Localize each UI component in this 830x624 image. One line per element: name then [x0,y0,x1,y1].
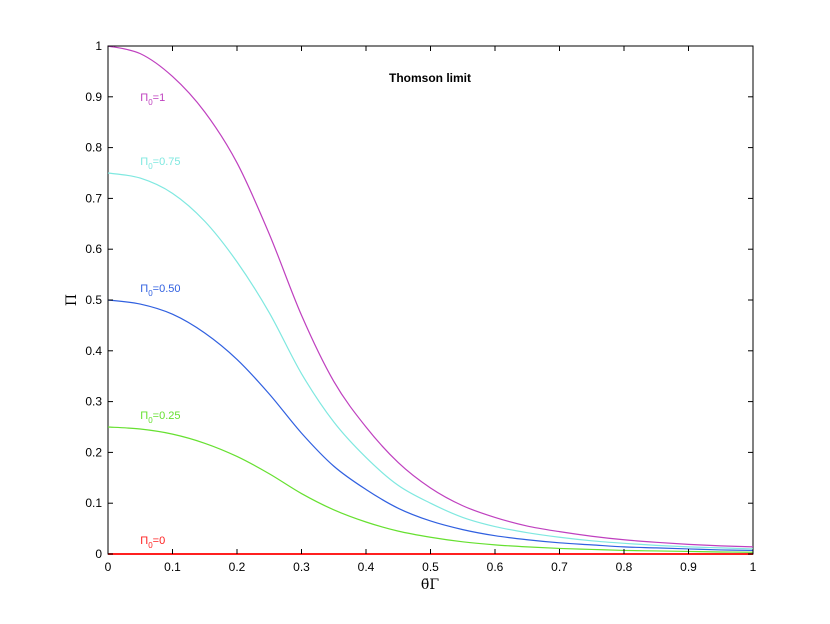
x-tick-label: 0.3 [293,560,310,574]
y-tick-label: 0.4 [85,344,102,358]
ticks-layer: 0 0.1 0.2 0.3 0.4 0.5 0.6 0.7 0.8 0.9 1 0 0.1 0.2 0.3 0… [85,39,756,574]
curve-annotation: Π0=0.25 [140,410,180,425]
y-tick-label: 0.5 [85,293,102,307]
y-tick-label: 0.3 [85,395,102,409]
x-tick-label: 0.4 [358,560,375,574]
y-tick-label: 0.2 [85,445,102,459]
series-line [107,45,754,548]
y-tick-label: 1 [95,39,102,53]
curve-annotation: Π0=0.75 [140,156,180,171]
annotations: Π0=1 Π0=0.75 Π0=0.50 Π0=0.25 Π0=0 [140,92,180,550]
x-tick-label: 0.7 [551,560,568,574]
curve-annotation: Π0=0.50 [140,283,180,298]
y-axis-label: Π [64,294,80,306]
y-tick-label: 0.7 [85,191,102,205]
series-line [107,426,754,553]
y-tick-label: 0.9 [85,90,102,104]
x-axis-label: θ̄Γ [421,577,439,593]
x-tick-label: 0.9 [680,560,697,574]
series-line [107,299,754,552]
y-tick-label: 0.8 [85,141,102,155]
chart-title: Thomson limit [389,71,471,85]
x-tick-label: 0.6 [487,560,504,574]
x-tick-label: 0.2 [229,560,246,574]
curve-annotation: Π0=1 [140,92,165,107]
series-line [107,172,754,550]
x-tick-label: 0.1 [164,560,181,574]
x-tick-label: 1 [750,560,757,574]
y-tick-label: 0.1 [85,496,102,510]
y-tick-label: 0 [95,547,102,561]
x-tick-label: 0 [105,560,112,574]
curve-annotation: Π0=0 [140,535,165,550]
x-tick-label: 0.8 [616,560,633,574]
plot-area [107,45,754,555]
x-tick-label: 0.5 [422,560,439,574]
y-tick-label: 0.6 [85,242,102,256]
